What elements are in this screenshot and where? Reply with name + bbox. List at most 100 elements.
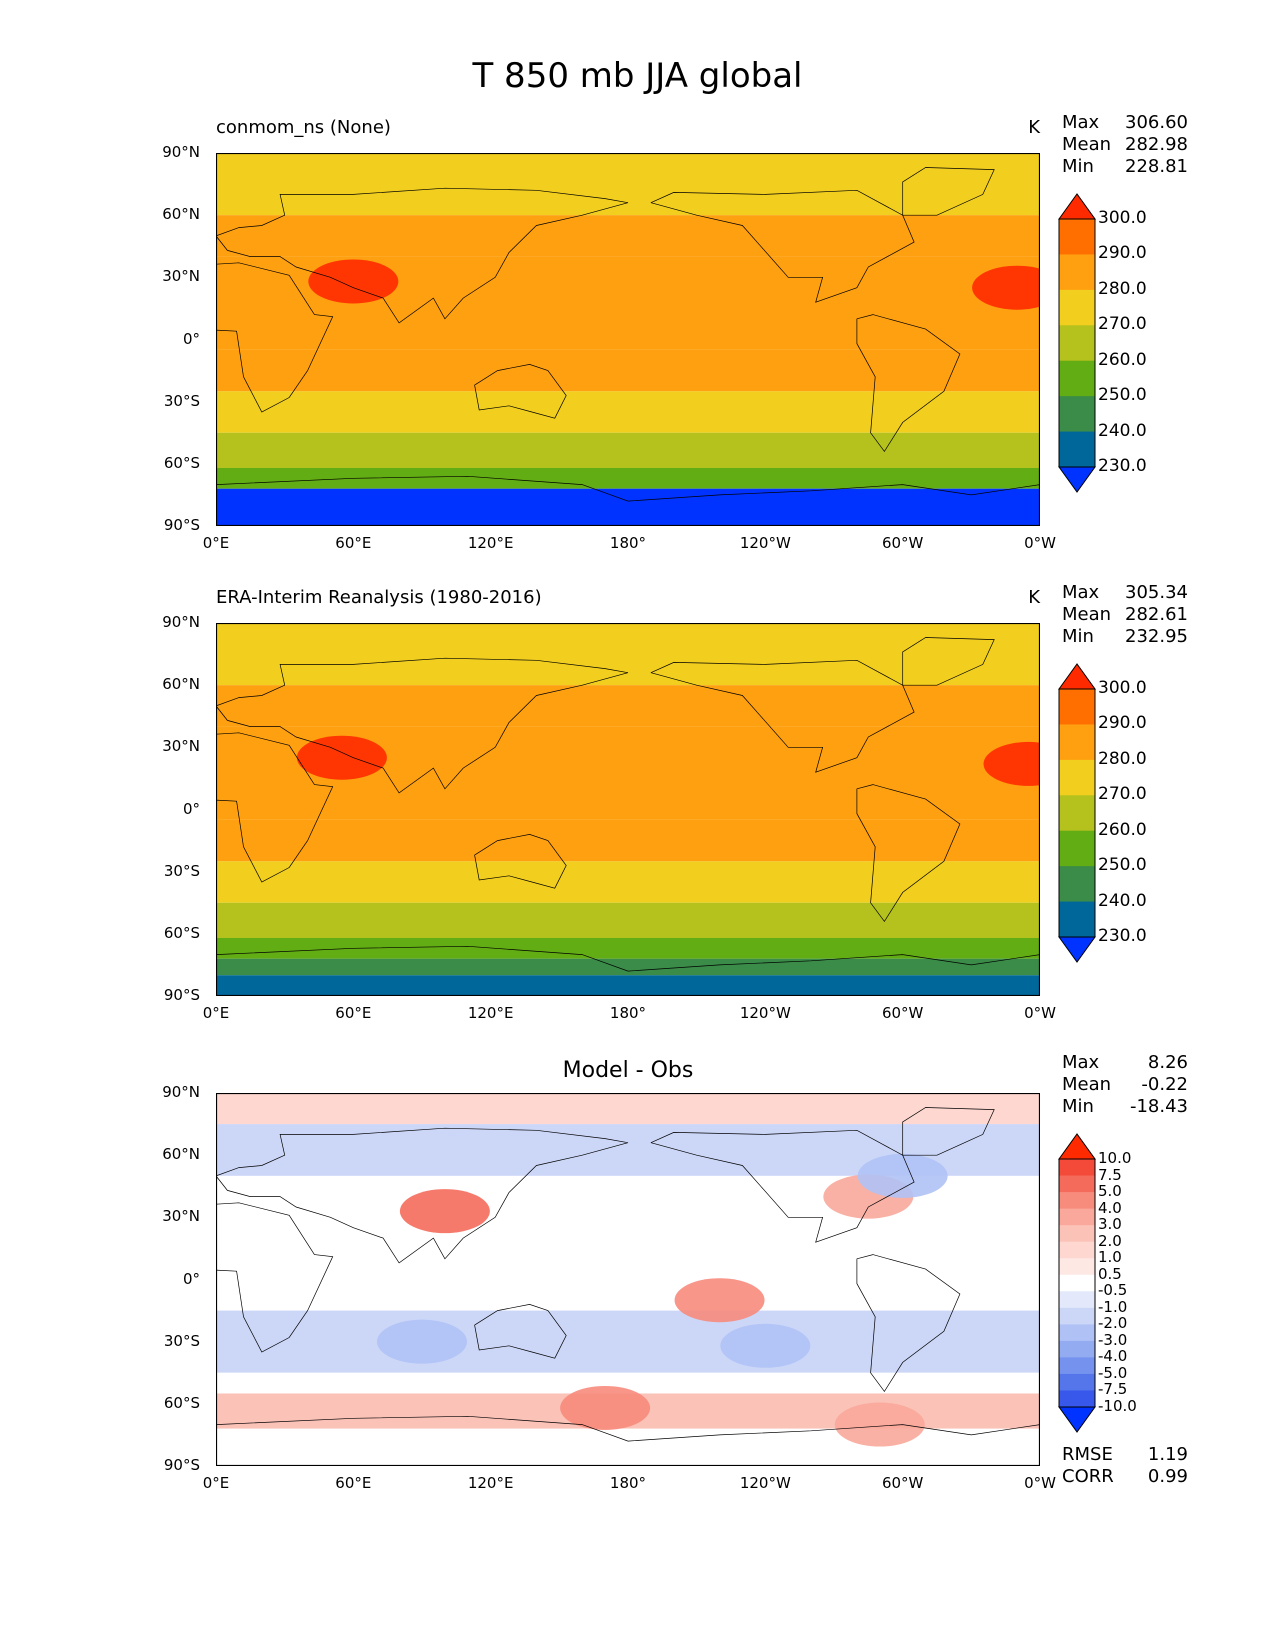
x-tick-label: 180° (609, 1474, 647, 1492)
field-band (216, 349, 1040, 392)
colorbar (1058, 193, 1096, 493)
coastline (474, 834, 567, 889)
coastline (216, 1415, 1040, 1466)
coastline (216, 262, 334, 413)
x-tick-label: 60°E (335, 1474, 372, 1492)
field-anomaly (296, 735, 387, 780)
map-plot (216, 623, 1040, 996)
field-band (216, 685, 1040, 727)
colorbar-segment (1059, 1390, 1095, 1408)
x-tick-label: 60°E (335, 534, 372, 552)
plot-frame (216, 153, 1040, 526)
colorbar-label: 290.0 (1098, 243, 1147, 264)
stat-value: 1.19 (1147, 1444, 1188, 1465)
field-anomaly (377, 1319, 467, 1364)
y-tick-label: 30°S (163, 1331, 200, 1350)
y-tick-label: 30°S (163, 391, 200, 410)
stat-value: 305.34 (1125, 582, 1188, 603)
colorbar-segment (1059, 431, 1095, 468)
colorbar-label: 280.0 (1098, 278, 1147, 299)
field-anomaly (857, 1153, 948, 1198)
coastline (856, 314, 961, 453)
coastline (902, 167, 995, 216)
field-band (216, 623, 1040, 686)
x-tick-label: 180° (609, 534, 647, 552)
colorbar-segment (1059, 289, 1095, 326)
field-band (216, 488, 1040, 526)
colorbar-frame (1058, 218, 1096, 468)
colorbar-extend-bottom (1058, 936, 1096, 963)
field-band (216, 215, 1040, 257)
coastline (216, 732, 334, 883)
stat-label: CORR (1062, 1466, 1114, 1487)
coastline (650, 659, 915, 773)
stat-value: 282.98 (1125, 134, 1188, 155)
colorbar-label: 280.0 (1098, 748, 1147, 769)
x-tick-label: 120°W (739, 1004, 791, 1022)
x-tick-label: 120°E (467, 1474, 514, 1492)
colorbar (1058, 1133, 1096, 1433)
colorbar-segment (1059, 1208, 1095, 1226)
stat-value: 306.60 (1125, 112, 1188, 133)
colorbar-segment (1059, 1340, 1095, 1358)
colorbar-segment (1059, 1175, 1095, 1193)
x-tick-label: 0°W (1024, 534, 1056, 552)
x-tick-label: 0°E (202, 1004, 230, 1022)
colorbar-segment (1059, 1159, 1095, 1177)
colorbar-segment (1059, 1357, 1095, 1375)
stats-block: Max 306.60 Mean 282.98 Min 228.81 (1062, 112, 1188, 178)
stat-value: -18.43 (1129, 1096, 1188, 1117)
colorbar-segment (1059, 1241, 1095, 1259)
coastline (216, 1127, 629, 1264)
x-tick-label: 60°W (881, 1474, 924, 1492)
colorbar-frame (1058, 688, 1096, 938)
coastline (474, 1304, 567, 1359)
y-tick-label: 60°N (162, 205, 200, 224)
colorbar-label: -10.0 (1098, 1397, 1137, 1415)
colorbar-segment (1059, 219, 1095, 255)
field-anomaly (399, 1189, 490, 1234)
coastline (856, 784, 961, 923)
y-tick-label: 90°N (162, 613, 200, 631)
field-band (216, 902, 1040, 938)
colorbar-label: 240.0 (1098, 420, 1147, 441)
coastline (216, 657, 629, 794)
colorbar-segment (1059, 1324, 1095, 1342)
field-anomaly (560, 1385, 651, 1430)
colorbar-extend-bottom (1058, 1406, 1096, 1433)
colorbar-label: -2.0 (1098, 1314, 1128, 1333)
y-tick-label: 90°S (163, 986, 200, 1004)
colorbar-segment (1059, 360, 1095, 397)
colorbar-label: -4.0 (1098, 1347, 1128, 1366)
stat-label: Max (1062, 582, 1100, 603)
coastline (902, 1107, 995, 1156)
stat-label: RMSE (1062, 1444, 1113, 1465)
x-tick-label: 180° (609, 1004, 647, 1022)
units-label: K (1028, 117, 1040, 138)
field-band (216, 432, 1040, 468)
field-band (216, 391, 1040, 433)
colorbar-label: -3.0 (1098, 1330, 1128, 1349)
colorbar-label: -1.0 (1098, 1297, 1128, 1316)
colorbar-extend-top (1058, 193, 1096, 220)
stats-block: Max 8.26 Mean -0.22 Min -18.43 (1062, 1052, 1188, 1118)
colorbar-label: 1.0 (1098, 1248, 1122, 1267)
plot-frame (216, 1093, 1040, 1466)
stat-label: Min (1062, 1096, 1094, 1117)
field-anomaly (720, 1323, 811, 1368)
panel-title: ERA-Interim Reanalysis (1980-2016) (216, 587, 542, 608)
y-tick-label: 60°S (163, 923, 200, 942)
colorbar-segment (1059, 1307, 1095, 1325)
colorbar-label: 2.0 (1098, 1231, 1122, 1250)
stat-label: Mean (1062, 134, 1112, 155)
plot-frame (216, 623, 1040, 996)
colorbar-label: 230.0 (1098, 456, 1147, 476)
colorbar-label: 230.0 (1098, 926, 1147, 946)
y-tick-label: 0° (182, 799, 200, 818)
field-band (216, 1372, 1040, 1394)
colorbar-label: -5.0 (1098, 1363, 1128, 1382)
colorbar-label: 0.5 (1098, 1264, 1122, 1283)
y-tick-label: 0° (182, 329, 200, 348)
map-plot (216, 1093, 1040, 1466)
